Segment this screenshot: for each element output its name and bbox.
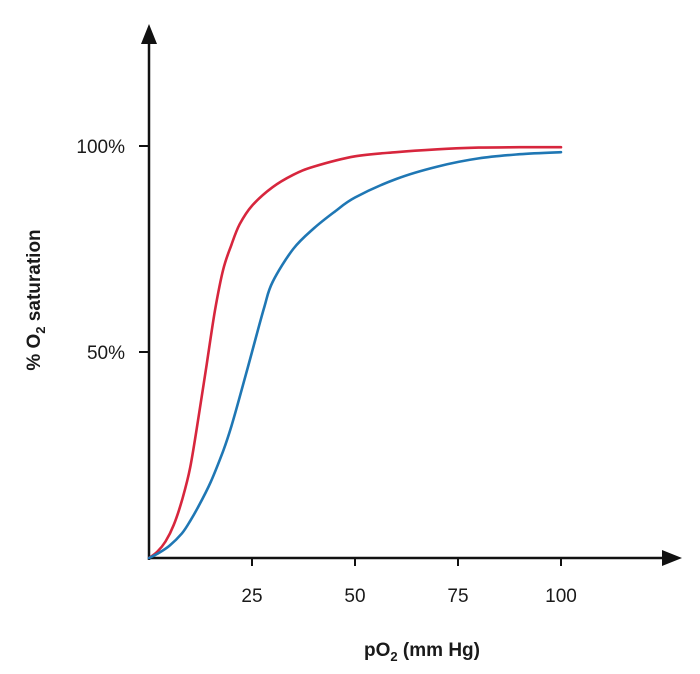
series-line-1: [147, 145, 563, 560]
plot-area: [141, 24, 682, 566]
x-tick-label: 50: [344, 586, 365, 607]
series-line-2: [147, 150, 563, 560]
x-axis-title: pO2 (mm Hg): [364, 640, 480, 664]
series-layer: [147, 145, 563, 560]
y-axis-title-unit: saturation: [24, 229, 45, 326]
ticks: 25 50 75 100 50% 100%: [76, 137, 576, 607]
y-axis-title-main: % O: [24, 334, 45, 371]
x-tick-label: 75: [447, 586, 468, 607]
x-axis-title-unit: (mm Hg): [398, 640, 480, 661]
y-axis-arrow: [141, 24, 157, 44]
y-axis-title-subscript: 2: [33, 326, 48, 333]
y-tick-label: 100%: [76, 137, 125, 158]
x-tick-label: 100: [545, 586, 577, 607]
x-axis-title-main: pO: [364, 640, 390, 661]
y-axis-title: % O2 saturation: [24, 229, 48, 370]
y-tick-label: 50%: [87, 343, 125, 364]
x-axis-arrow: [662, 550, 682, 566]
x-tick-label: 25: [241, 586, 262, 607]
x-axis-title-subscript: 2: [390, 649, 397, 664]
